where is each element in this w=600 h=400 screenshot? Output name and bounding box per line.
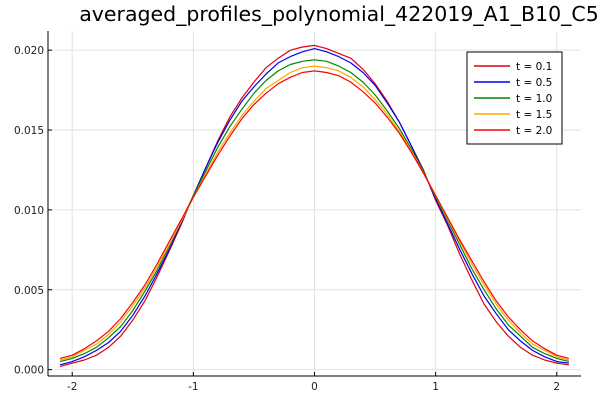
series-line-3 [59,59,570,363]
y-tick-label: 0.015 [14,125,44,137]
grid [48,31,581,376]
y-axis-ticks: 0.000 0.005 0.010 0.015 0.020 [14,45,52,377]
series-line-4 [59,65,570,361]
y-tick-label: 0.020 [14,45,44,57]
x-tick-label: -1 [188,381,198,393]
series-line-1 [59,44,569,367]
x-tick-label: 1 [432,381,439,393]
series-line-5 [59,70,570,359]
y-tick-label: 0.000 [14,365,44,377]
x-axis-ticks: -2 -1 0 1 2 [67,372,560,393]
legend-label: t = 1.0 [516,93,552,105]
x-tick-label: -2 [67,381,77,393]
legend: t = 0.1 t = 0.5 t = 1.0 t = 1.5 t = 2.0 [466,51,563,145]
legend-label: t = 0.1 [516,61,552,73]
legend-label: t = 1.5 [516,109,552,121]
x-tick-label: 0 [311,381,318,393]
chart-title: averaged_profiles_polynomial_422019_A1_B… [79,2,599,27]
y-tick-label: 0.005 [14,285,44,297]
y-tick-label: 0.010 [14,205,44,217]
legend-label: t = 0.5 [516,77,552,89]
x-tick-label: 2 [553,381,560,393]
legend-label: t = 2.0 [516,125,552,137]
series-line-2 [59,48,569,366]
series-lines [59,44,570,367]
